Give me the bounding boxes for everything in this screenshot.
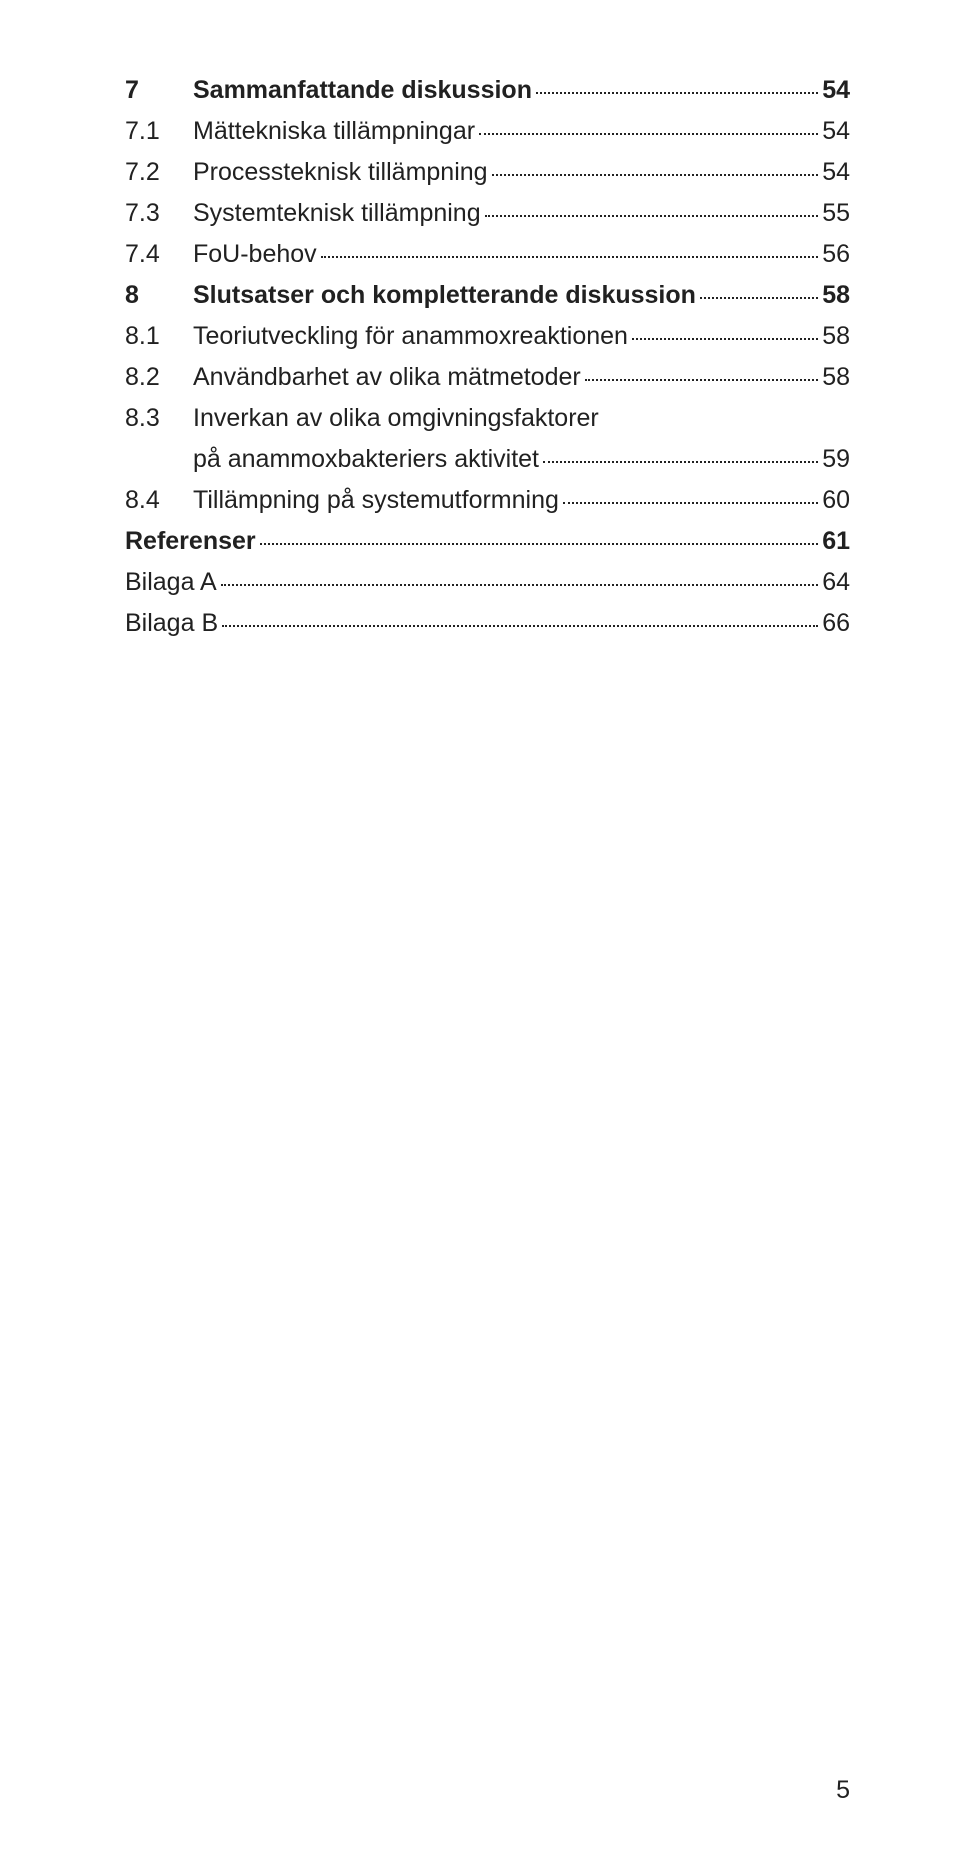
toc-leader-dots [321,256,819,258]
toc-entry-page: 66 [822,603,850,644]
toc-entry-title: Sammanfattande diskussion [193,70,532,111]
toc-entry-title: Referenser [125,521,256,562]
toc-entry: Referenser 61 [125,521,850,562]
toc-entry: 7.3Systemteknisk tillämpning 55 [125,193,850,234]
toc-entry-title: FoU-behov [193,234,317,275]
toc-entry-page: 58 [822,275,850,316]
toc-entry: 8.2Användbarhet av olika mätmetoder 58 [125,357,850,398]
toc-entry-number: 7.2 [125,152,193,193]
toc-entry-title: Teoriutveckling för anammoxreaktionen [193,316,628,357]
toc-entry-number: 8.2 [125,357,193,398]
table-of-contents: 7Sammanfattande diskussion547.1Mätteknis… [125,70,850,644]
toc-entry: 8.1Teoriutveckling för anammoxreaktionen… [125,316,850,357]
toc-entry: 8Slutsatser och kompletterande diskussio… [125,275,850,316]
toc-entry-page: 61 [822,521,850,562]
page-number: 5 [836,1776,850,1805]
toc-entry-page: 64 [822,562,850,603]
toc-entry-page: 60 [822,480,850,521]
toc-leader-dots [543,461,818,463]
toc-entry-page: 54 [822,70,850,111]
toc-entry-number: 8.1 [125,316,193,357]
toc-leader-dots [479,133,818,135]
toc-entry-page: 54 [822,152,850,193]
toc-entry-title: Bilaga B [125,603,218,644]
toc-leader-dots [585,379,818,381]
toc-entry-page: 56 [822,234,850,275]
toc-entry-number: 8.3 [125,398,193,439]
toc-entry-number: 7 [125,70,193,111]
toc-leader-dots [492,174,819,176]
toc-entry-number: 7.1 [125,111,193,152]
toc-leader-dots [563,502,818,504]
toc-entry-title: Användbarhet av olika mätmetoder [193,357,581,398]
toc-leader-dots [536,92,818,94]
toc-entry: 7.4FoU-behov 56 [125,234,850,275]
toc-entry-page: 54 [822,111,850,152]
toc-entry-number: 8 [125,275,193,316]
toc-entry: 8.3Inverkan av olika omgivningsfaktorer [125,398,850,439]
toc-entry: 7Sammanfattande diskussion 54 [125,70,850,111]
toc-entry-title: Inverkan av olika omgivningsfaktorer [193,398,599,439]
toc-leader-dots [485,215,819,217]
toc-entry-page: 58 [822,316,850,357]
toc-entry-title: Processteknisk tillämpning [193,152,488,193]
toc-leader-dots [221,584,818,586]
toc-entry: 8.4Tillämpning på systemutformning 60 [125,480,850,521]
toc-entry-number: 8.4 [125,480,193,521]
toc-leader-dots [632,338,818,340]
toc-entry: 7.1Mättekniska tillämpningar 54 [125,111,850,152]
toc-entry-title: Tillämpning på systemutformning [193,480,559,521]
toc-entry-continuation: på anammoxbakteriers aktivitet 59 [125,439,850,480]
toc-entry-page: 58 [822,357,850,398]
toc-entry-title: Slutsatser och kompletterande diskussion [193,275,696,316]
toc-entry-number: 7.3 [125,193,193,234]
toc-leader-dots [700,297,818,299]
toc-entry-page: 55 [822,193,850,234]
toc-entry-page: 59 [822,439,850,480]
toc-leader-dots [260,543,819,545]
toc-entry: Bilaga A 64 [125,562,850,603]
toc-entry-title: Bilaga A [125,562,217,603]
toc-entry: Bilaga B 66 [125,603,850,644]
toc-entry-title: på anammoxbakteriers aktivitet [193,439,539,480]
toc-entry-title: Mättekniska tillämpningar [193,111,475,152]
toc-leader-dots [222,625,818,627]
toc-entry: 7.2Processteknisk tillämpning 54 [125,152,850,193]
toc-entry-title: Systemteknisk tillämpning [193,193,481,234]
toc-entry-number: 7.4 [125,234,193,275]
